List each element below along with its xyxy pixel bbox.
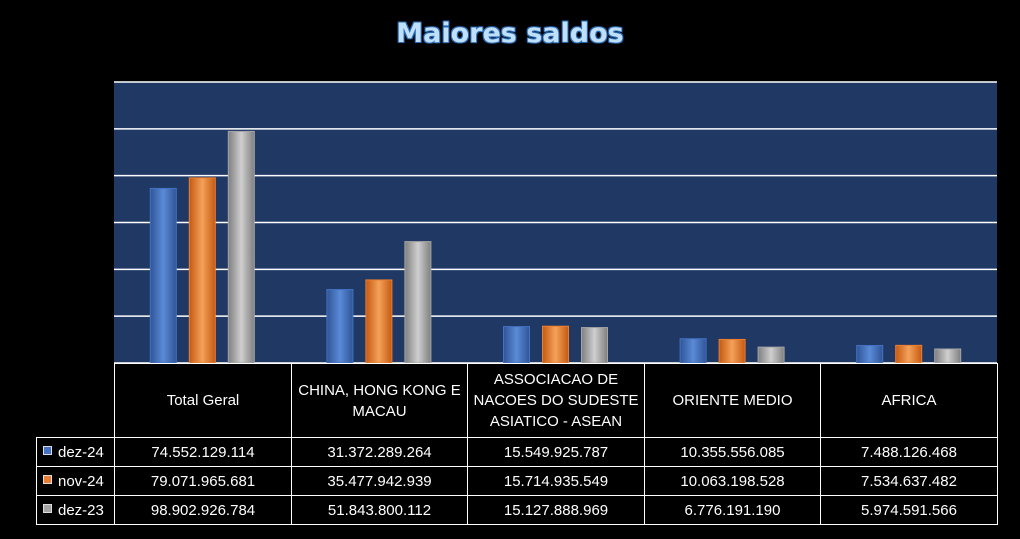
- data-label: 10.355.556.085: [644, 437, 821, 467]
- legend-swatch: [43, 445, 52, 455]
- bar-dez-23-3: [757, 346, 785, 364]
- bar-dez-23-1: [404, 241, 432, 364]
- bar-dez-24-2: [503, 326, 530, 364]
- legend-swatch: [43, 503, 52, 513]
- bar-dez-23-4: [934, 348, 962, 364]
- data-label: 79.071.965.681: [114, 466, 292, 496]
- series-row: nov-24 79.071.965.681 35.477.942.939 15.…: [36, 466, 998, 496]
- data-label: 15.549.925.787: [467, 437, 645, 467]
- bar-dez-23-0: [227, 130, 255, 364]
- legend-swatch: [43, 474, 52, 484]
- data-label: 51.843.800.112: [291, 495, 468, 525]
- category-header-row: Total Geral CHINA, HONG KONG E MACAU ASS…: [36, 363, 998, 438]
- bar-nov-24-2: [542, 325, 569, 364]
- bar-nov-24-3: [718, 338, 746, 364]
- data-label: 5.974.591.566: [820, 495, 998, 525]
- legend-entry: nov-24: [36, 466, 115, 496]
- data-label: 7.534.637.482: [820, 466, 998, 496]
- data-label: 35.477.942.939: [291, 466, 468, 496]
- chart-title: Maiores saldos: [396, 18, 624, 49]
- data-label: 31.372.289.264: [291, 437, 468, 467]
- bar-nov-24-0: [188, 177, 216, 364]
- bar-dez-24-4: [856, 344, 884, 364]
- bar-dez-23-2: [581, 327, 608, 364]
- series-name: dez-24: [58, 443, 104, 461]
- legend-entry: dez-24: [36, 437, 115, 467]
- bars: [149, 130, 962, 364]
- data-label: 15.714.935.549: [467, 466, 645, 496]
- corner-cell: [36, 363, 115, 438]
- data-label: 15.127.888.969: [467, 495, 645, 525]
- data-label: 74.552.129.114: [114, 437, 292, 467]
- bar-nov-24-1: [365, 279, 393, 364]
- legend-entry: dez-23: [36, 495, 115, 525]
- bar-dez-24-0: [149, 187, 177, 364]
- data-label: 6.776.191.190: [644, 495, 821, 525]
- bar-nov-24-4: [895, 344, 923, 364]
- category-label: AFRICA: [820, 363, 998, 438]
- bar-dez-24-3: [679, 338, 707, 364]
- bar-dez-24-1: [326, 289, 354, 364]
- category-label: Total Geral: [114, 363, 292, 438]
- data-label: 7.488.126.468: [820, 437, 998, 467]
- category-label: CHINA, HONG KONG E MACAU: [291, 363, 468, 438]
- series-row: dez-24 74.552.129.114 31.372.289.264 15.…: [36, 437, 998, 467]
- series-row: dez-23 98.902.926.784 51.843.800.112 15.…: [36, 495, 998, 525]
- data-label: 98.902.926.784: [114, 495, 292, 525]
- series-name: dez-23: [58, 501, 104, 519]
- data-table: Total Geral CHINA, HONG KONG E MACAU ASS…: [36, 363, 998, 525]
- series-name: nov-24: [58, 472, 104, 490]
- data-label: 10.063.198.528: [644, 466, 821, 496]
- category-label: ASSOCIACAO DE NACOES DO SUDESTE ASIATICO…: [467, 363, 645, 438]
- category-label: ORIENTE MEDIO: [644, 363, 821, 438]
